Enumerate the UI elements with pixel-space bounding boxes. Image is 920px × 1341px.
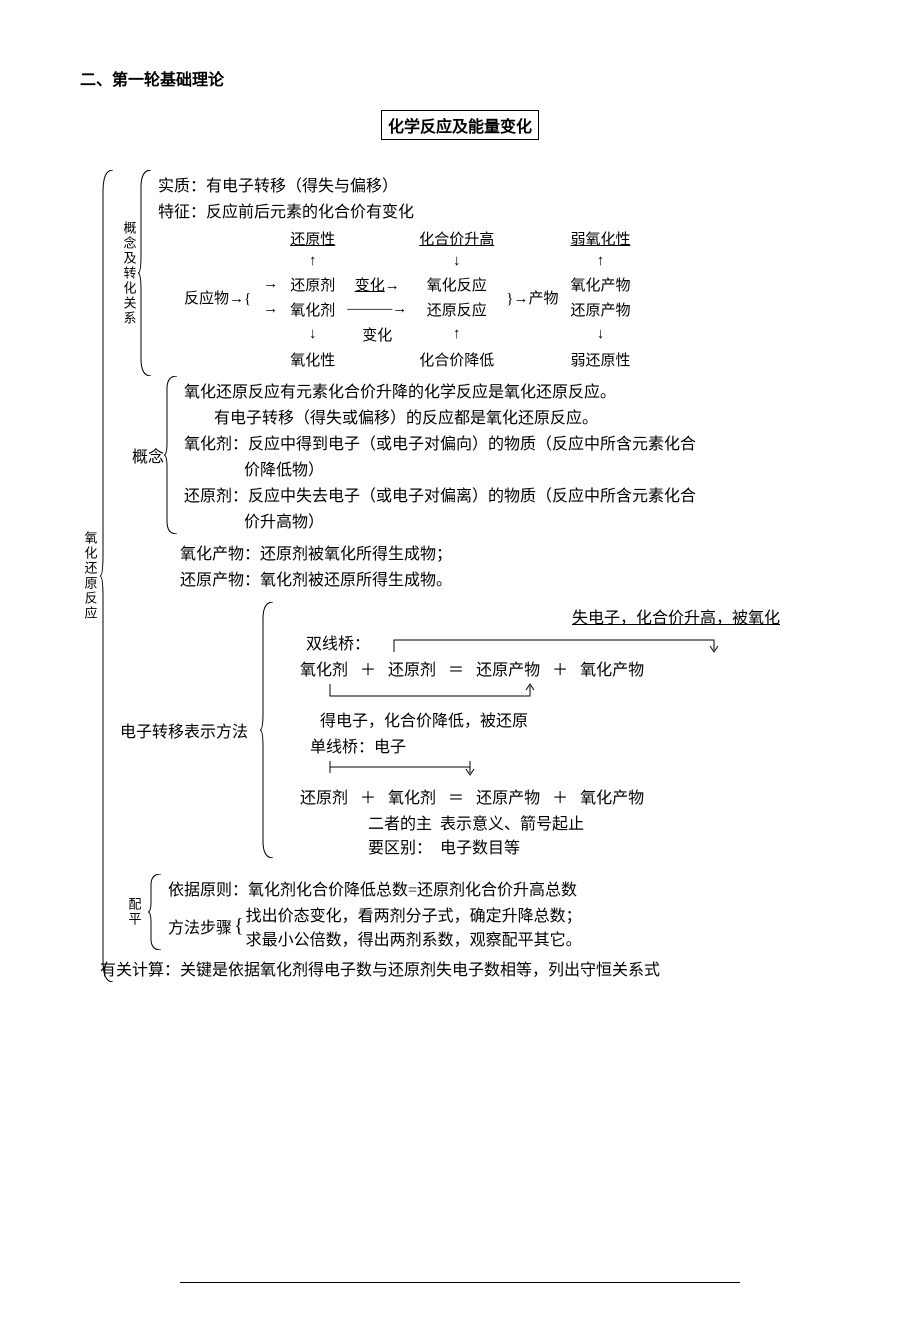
cell-red-product: 还原产物 bbox=[564, 297, 636, 322]
def-line-1: 氧化还原反应有元素化合价升降的化学反应是氧化还原反应。 bbox=[184, 378, 840, 402]
double-bridge-row: 双线桥： bbox=[280, 630, 840, 654]
arrow-down-icon: ↓ bbox=[413, 251, 500, 272]
concept-side-label: 概念及转化关系 bbox=[120, 221, 139, 326]
cell-ox-product: 氧化产物 bbox=[564, 272, 636, 297]
diff-text: 表示意义、箭号起止 电子数目等 bbox=[440, 810, 584, 858]
cell-oxidizer: 氧化剂 bbox=[284, 297, 341, 322]
arrow-right-icon: → bbox=[257, 272, 284, 297]
def-reductant-2: 价升高物） bbox=[184, 508, 840, 532]
cell-reductivity: 还原性 bbox=[284, 226, 341, 251]
concept-side-label-col: 概念及转化关系 bbox=[120, 170, 138, 376]
cell-weak-ox: 弱氧化性 bbox=[564, 226, 636, 251]
arrow-down-icon: ↓ bbox=[564, 322, 636, 347]
arrow-right-long: ———→ bbox=[341, 297, 413, 322]
def-line-2: 有电子转移（得失或偏移）的反应都是氧化还原反应。 bbox=[184, 404, 840, 428]
transform-chart: 还原性 化合价升高 弱氧化性 ↑ ↓ ↑ bbox=[178, 226, 636, 372]
ox-prod-def: 氧化产物：还原剂被氧化所得生成物； bbox=[120, 540, 840, 564]
method-content: 失电子，化合价升高，被氧化 双线桥： 氧化剂 ＋ 还原剂 ＝ bbox=[274, 602, 840, 858]
method-label: 电子转移表示方法 bbox=[120, 602, 260, 858]
diff-label: 二者的主 要区别： bbox=[360, 810, 440, 858]
cell-oxidative: 氧化性 bbox=[284, 347, 341, 372]
cell-red-reaction: 还原反应 bbox=[413, 297, 500, 322]
method-brace bbox=[260, 602, 274, 858]
balance-brace bbox=[148, 874, 162, 950]
balance-content: 依据原则：氧化剂化合价降低总数=还原剂化合价升高总数 方法步骤 { 找出价态变化… bbox=[162, 874, 840, 950]
left-label-col: 氧化还原反应 bbox=[80, 170, 100, 982]
essence-line: 实质：有电子转移（得失与偏移） bbox=[158, 172, 840, 196]
section-heading: 二、第一轮基础理论 bbox=[80, 66, 840, 90]
equation-2: 还原剂 ＋ 氧化剂 ＝ 还原产物 ＋ 氧化产物 bbox=[300, 784, 840, 808]
def-oxidant-2: 价降低物） bbox=[184, 456, 840, 480]
lose-e-line: 失电子，化合价升高，被氧化 bbox=[280, 604, 840, 628]
arrow-down-icon: ↓ bbox=[284, 322, 341, 347]
cell-ox-reaction: 氧化反应 bbox=[413, 272, 500, 297]
feature-line: 特征：反应前后元素的化合价有变化 bbox=[158, 198, 840, 222]
concept-relation-block: 概念及转化关系 实质：有电子转移（得失与偏移） 特征：反应前后元素的化合价有变化… bbox=[120, 170, 840, 376]
def-reductant-1: 还原剂：反应中失去电子（或电子对偏离）的物质（反应中所含元素化合 bbox=[184, 482, 840, 506]
arrow-up-icon: ↑ bbox=[413, 322, 500, 347]
small-brace-icon: { bbox=[234, 915, 244, 938]
change-arrow: 变化→ bbox=[341, 272, 413, 297]
electron-method-block: 电子转移表示方法 失电子，化合价升高，被氧化 双线桥： bbox=[120, 602, 840, 858]
footer-rule bbox=[180, 1282, 740, 1283]
def-oxidant-1: 氧化剂：反应中得到电子（或电子对偏向）的物质（反应中所含元素化合 bbox=[184, 430, 840, 454]
arrow-up-icon: ↑ bbox=[284, 251, 341, 272]
product-label: }→产物 bbox=[500, 272, 564, 322]
change-label: 变化 bbox=[341, 322, 413, 347]
concept-def-content: 氧化还原反应有元素化合价升降的化学反应是氧化还原反应。 有电子转移（得失或偏移）… bbox=[178, 376, 840, 534]
balance-step-label: 方法步骤 bbox=[168, 914, 232, 938]
balance-label-col: 配平 bbox=[120, 874, 148, 950]
red-prod-def: 还原产物：氧化剂被还原所得生成物。 bbox=[120, 566, 840, 590]
content-column: 概念及转化关系 实质：有电子转移（得失与偏移） 特征：反应前后元素的化合价有变化… bbox=[114, 170, 840, 982]
concept-definitions: 概念 氧化还原反应有元素化合价升降的化学反应是氧化还原反应。 有电子转移（得失或… bbox=[120, 376, 840, 534]
cell-weak-red: 弱还原性 bbox=[564, 347, 636, 372]
concept-brace bbox=[138, 170, 152, 376]
title-box: 化学反应及能量变化 bbox=[80, 110, 840, 140]
concept-relation-content: 实质：有电子转移（得失与偏移） 特征：反应前后元素的化合价有变化 还原性 化合价… bbox=[152, 170, 840, 376]
concept-def-brace bbox=[164, 376, 178, 534]
cell-valence-up: 化合价升高 bbox=[413, 226, 500, 251]
boxed-title: 化学反应及能量变化 bbox=[381, 110, 539, 140]
balance-steps-row: 方法步骤 { 找出价态变化，看两剂分子式，确定升降总数； 求最小公倍数，得出两剂… bbox=[168, 902, 840, 950]
gain-e-line: 得电子，化合价降低，被还原 bbox=[320, 707, 840, 731]
bridge-lower bbox=[320, 682, 840, 705]
balance-block: 配平 依据原则：氧化剂化合价降低总数=还原剂化合价升高总数 方法步骤 { 找出价… bbox=[120, 874, 840, 950]
cell-valence-down: 化合价降低 bbox=[413, 347, 500, 372]
arrow-right-icon: → bbox=[257, 297, 284, 322]
arrow-up-icon: ↑ bbox=[564, 251, 636, 272]
balance-steps: 找出价态变化，看两剂分子式，确定升降总数； 求最小公倍数，得出两剂系数，观察配平… bbox=[246, 902, 582, 950]
main-side-label: 氧化还原反应 bbox=[81, 531, 100, 621]
single-bridge-arrow bbox=[320, 759, 840, 782]
cell-reducer: 还原剂 bbox=[284, 272, 341, 297]
calc-line: 有关计算：关键是依据氧化剂得电子数与还原剂失电子数相等，列出守恒关系式 bbox=[100, 956, 840, 980]
single-bridge-label: 单线桥：电子 bbox=[310, 733, 840, 757]
concept-label: 概念 bbox=[120, 376, 164, 534]
equation-1: 氧化剂 ＋ 还原剂 ＝ 还原产物 ＋ 氧化产物 bbox=[300, 656, 840, 680]
balance-rule: 依据原则：氧化剂化合价降低总数=还原剂化合价升高总数 bbox=[168, 876, 840, 900]
difference-row: 二者的主 要区别： 表示意义、箭号起止 电子数目等 bbox=[360, 810, 840, 858]
reactant-label: 反应物→{ bbox=[178, 272, 257, 322]
main-brace bbox=[100, 170, 114, 982]
redox-block: 氧化还原反应 概念及转化关系 实质：有电子转移（得失与偏移） bbox=[80, 170, 840, 982]
